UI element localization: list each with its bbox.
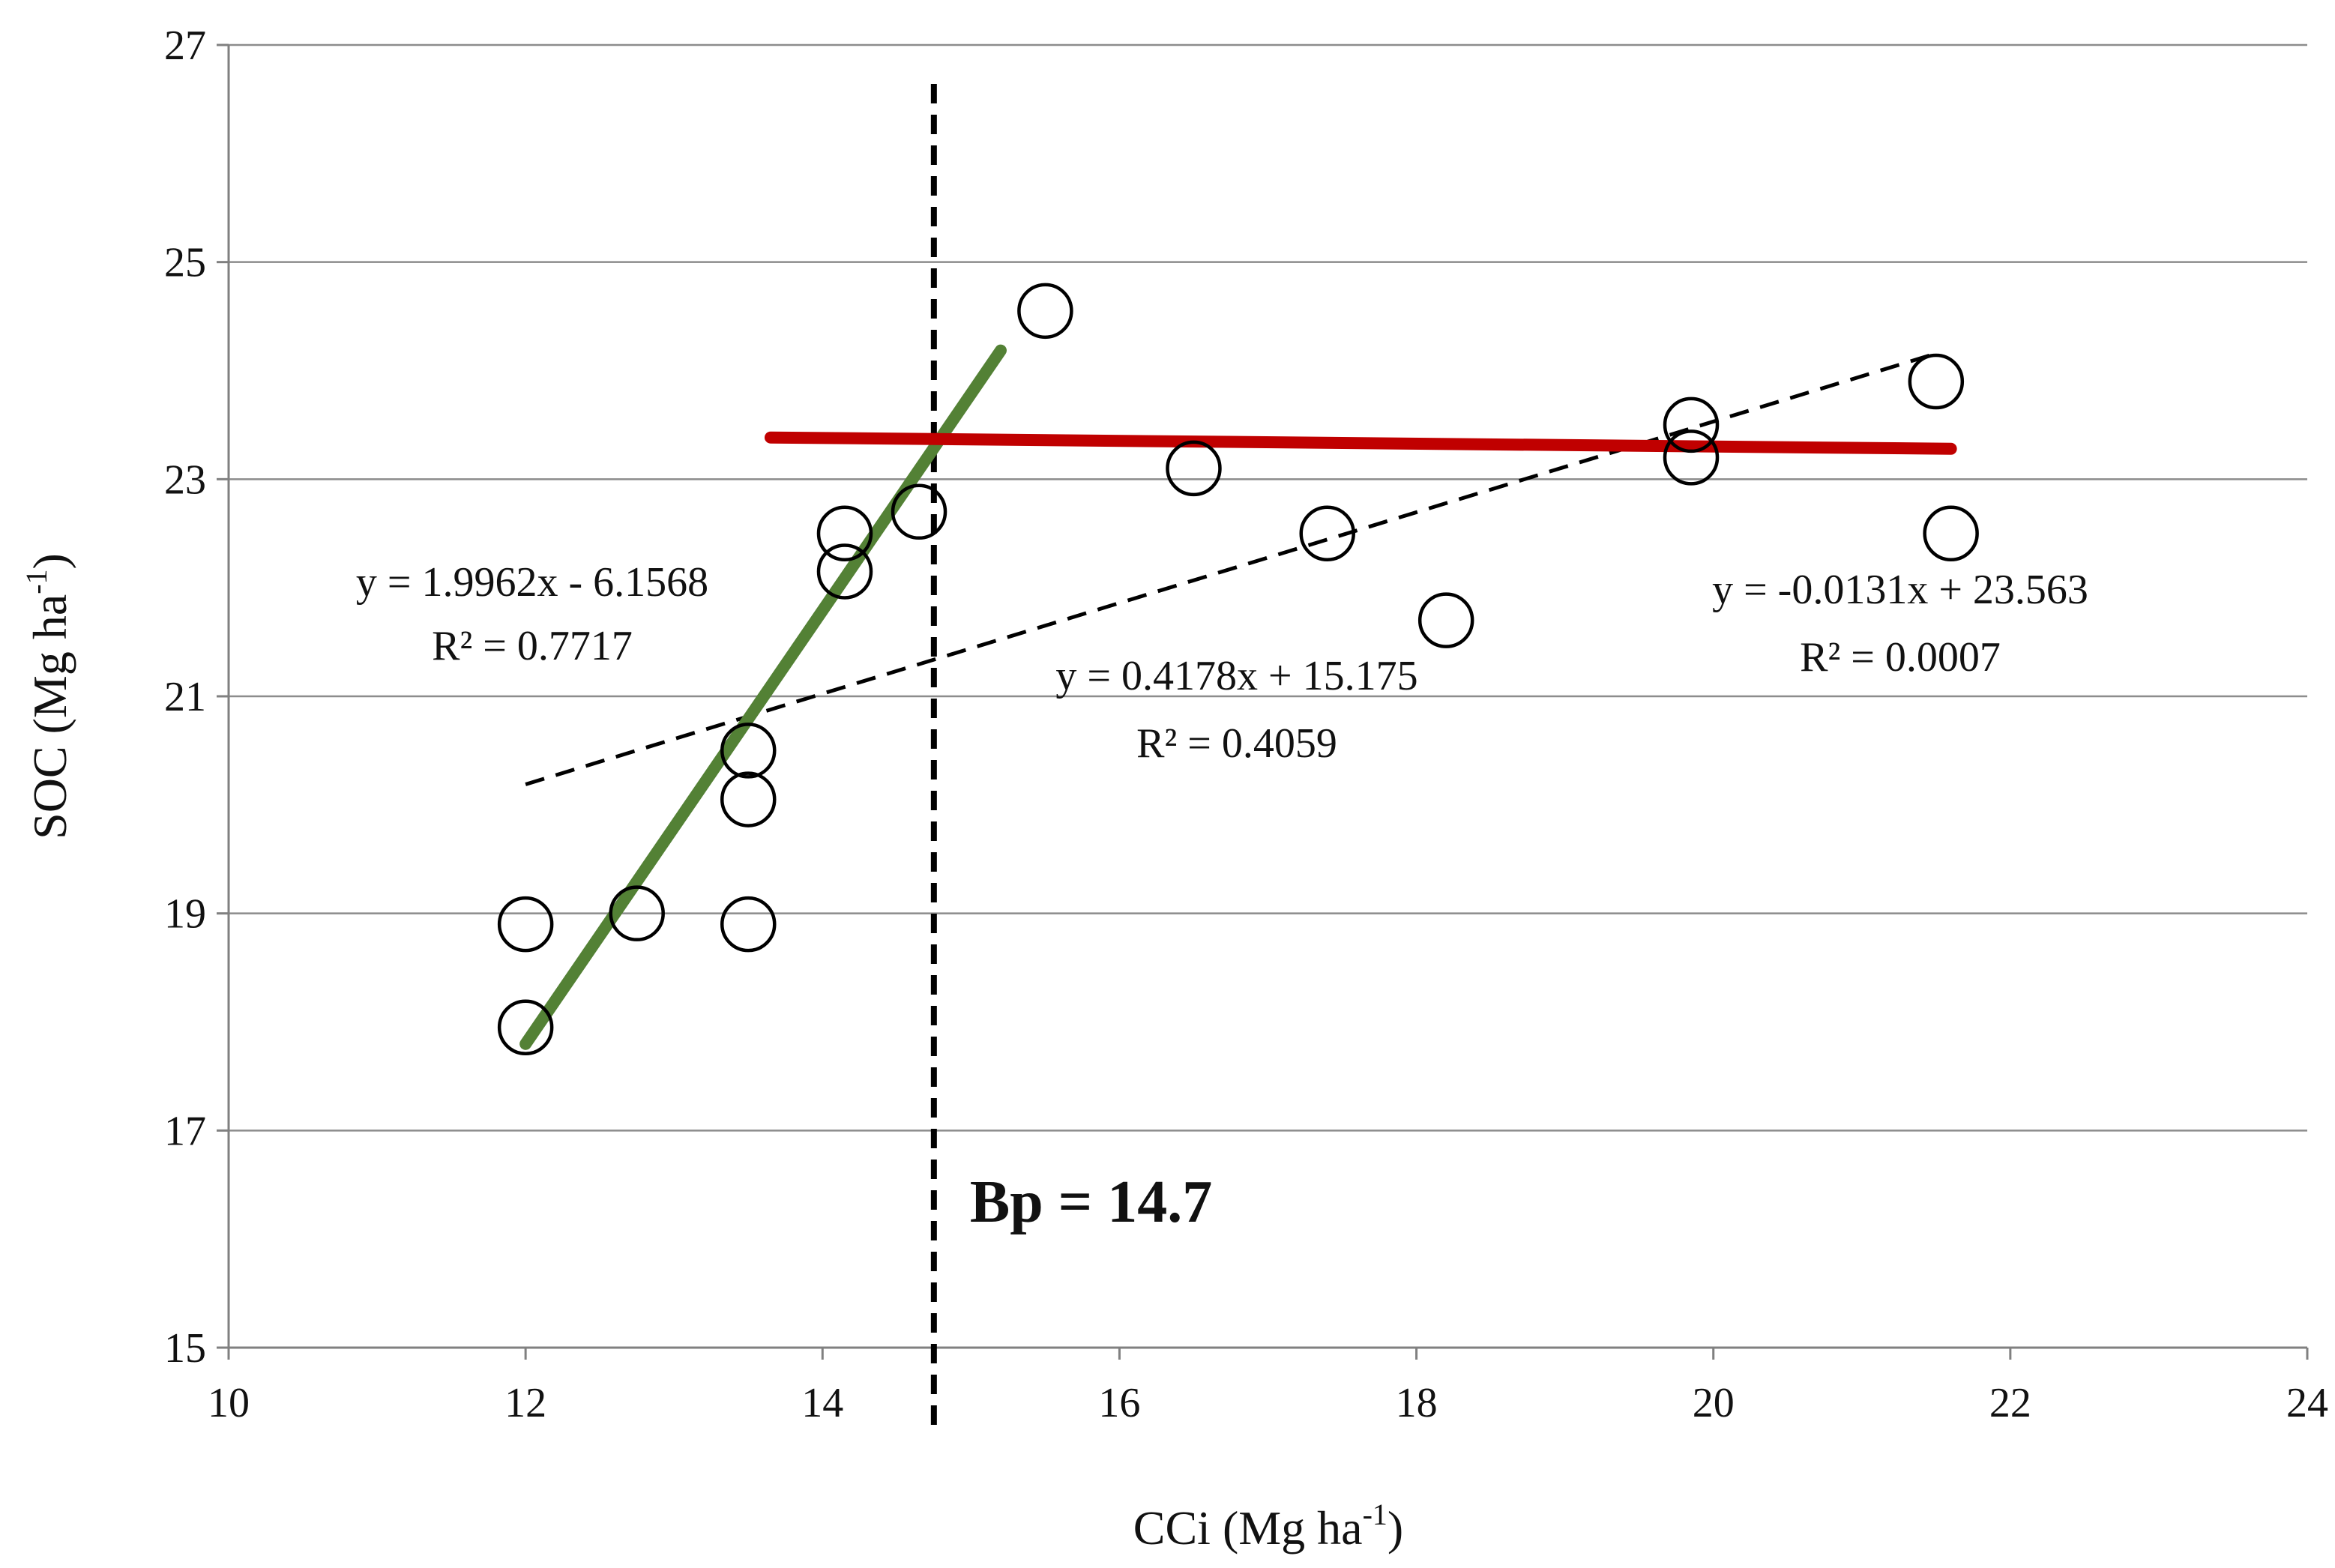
overall-r2: R² = 0.4059 — [1136, 720, 1337, 767]
x-tick-label-4: 18 — [1396, 1380, 1438, 1426]
data-point-9 — [1017, 283, 1073, 340]
x-ticks: 10 12 14 16 18 20 22 24 — [208, 1348, 2328, 1426]
data-point-15 — [1908, 353, 1965, 410]
x-tick-label-7: 24 — [2286, 1380, 2328, 1426]
x-tick-label-5: 20 — [1693, 1380, 1735, 1426]
x-axis-title-text: CCi (Mg ha — [1133, 1501, 1363, 1555]
x-tick-label-1: 12 — [504, 1380, 546, 1426]
data-point-2 — [609, 885, 665, 941]
y-axis-title-sup: -1 — [19, 569, 53, 594]
segment-2-r2: R² = 0.0007 — [1800, 634, 2001, 681]
y-tick-label-3: 21 — [164, 674, 206, 720]
data-point-16 — [1923, 505, 1979, 561]
y-ticks: 15 17 19 21 23 25 27 — [164, 22, 229, 1372]
breakpoint-group: Bp = 14.7 — [930, 84, 1212, 1430]
data-point-4 — [720, 771, 777, 827]
x-tick-label-2: 14 — [801, 1380, 843, 1426]
overall-fit-line — [525, 352, 1937, 786]
x-tick-label-6: 22 — [1989, 1380, 2031, 1426]
data-point-6 — [816, 543, 873, 600]
y-axis-title-text: SOC (Mg ha — [23, 594, 76, 839]
data-point-5 — [720, 723, 777, 779]
y-axis-title: SOC (Mg ha-1) — [19, 553, 76, 839]
x-tick-label-3: 16 — [1098, 1380, 1140, 1426]
y-axis-title-end: ) — [23, 553, 76, 569]
data-point-0 — [497, 999, 554, 1055]
y-tick-label-2: 19 — [164, 891, 206, 938]
segment-1-r2: R² = 0.7717 — [432, 623, 633, 669]
grid-lines — [229, 43, 2307, 1132]
data-point-10 — [1166, 440, 1222, 497]
data-point-12 — [1417, 592, 1474, 648]
y-tick-label-6: 27 — [164, 22, 206, 69]
data-point-11 — [1299, 505, 1355, 561]
data-point-7 — [816, 505, 873, 561]
y-tick-label-4: 23 — [164, 456, 206, 503]
data-point-3 — [720, 896, 777, 953]
y-tick-label-0: 15 — [164, 1325, 206, 1372]
data-point-8 — [891, 483, 947, 540]
x-axis-title: CCi (Mg ha-1) — [1133, 1498, 1403, 1555]
x-axis-title-sup: -1 — [1363, 1498, 1388, 1531]
segment-1-fit-line — [519, 344, 1007, 1050]
overall-equation: y = 0.4178x + 15.175 — [1055, 653, 1417, 699]
fit-lines — [519, 344, 1957, 1050]
y-tick-label-5: 25 — [164, 240, 206, 286]
x-axis-title-end: ) — [1388, 1501, 1403, 1555]
data-point-13 — [1663, 429, 1720, 486]
x-tick-label-0: 10 — [208, 1380, 250, 1426]
data-point-1 — [497, 896, 554, 953]
y-tick-label-1: 17 — [164, 1108, 206, 1154]
segment-2-fit-line — [764, 431, 1957, 455]
segment-2-equation: y = -0.0131x + 23.563 — [1712, 567, 2088, 613]
segment-1-equation: y = 1.9962x - 6.1568 — [356, 559, 708, 606]
breakpoint-label: Bp = 14.7 — [970, 1169, 1212, 1235]
data-point-14 — [1663, 396, 1720, 453]
data-points — [497, 283, 1979, 1055]
